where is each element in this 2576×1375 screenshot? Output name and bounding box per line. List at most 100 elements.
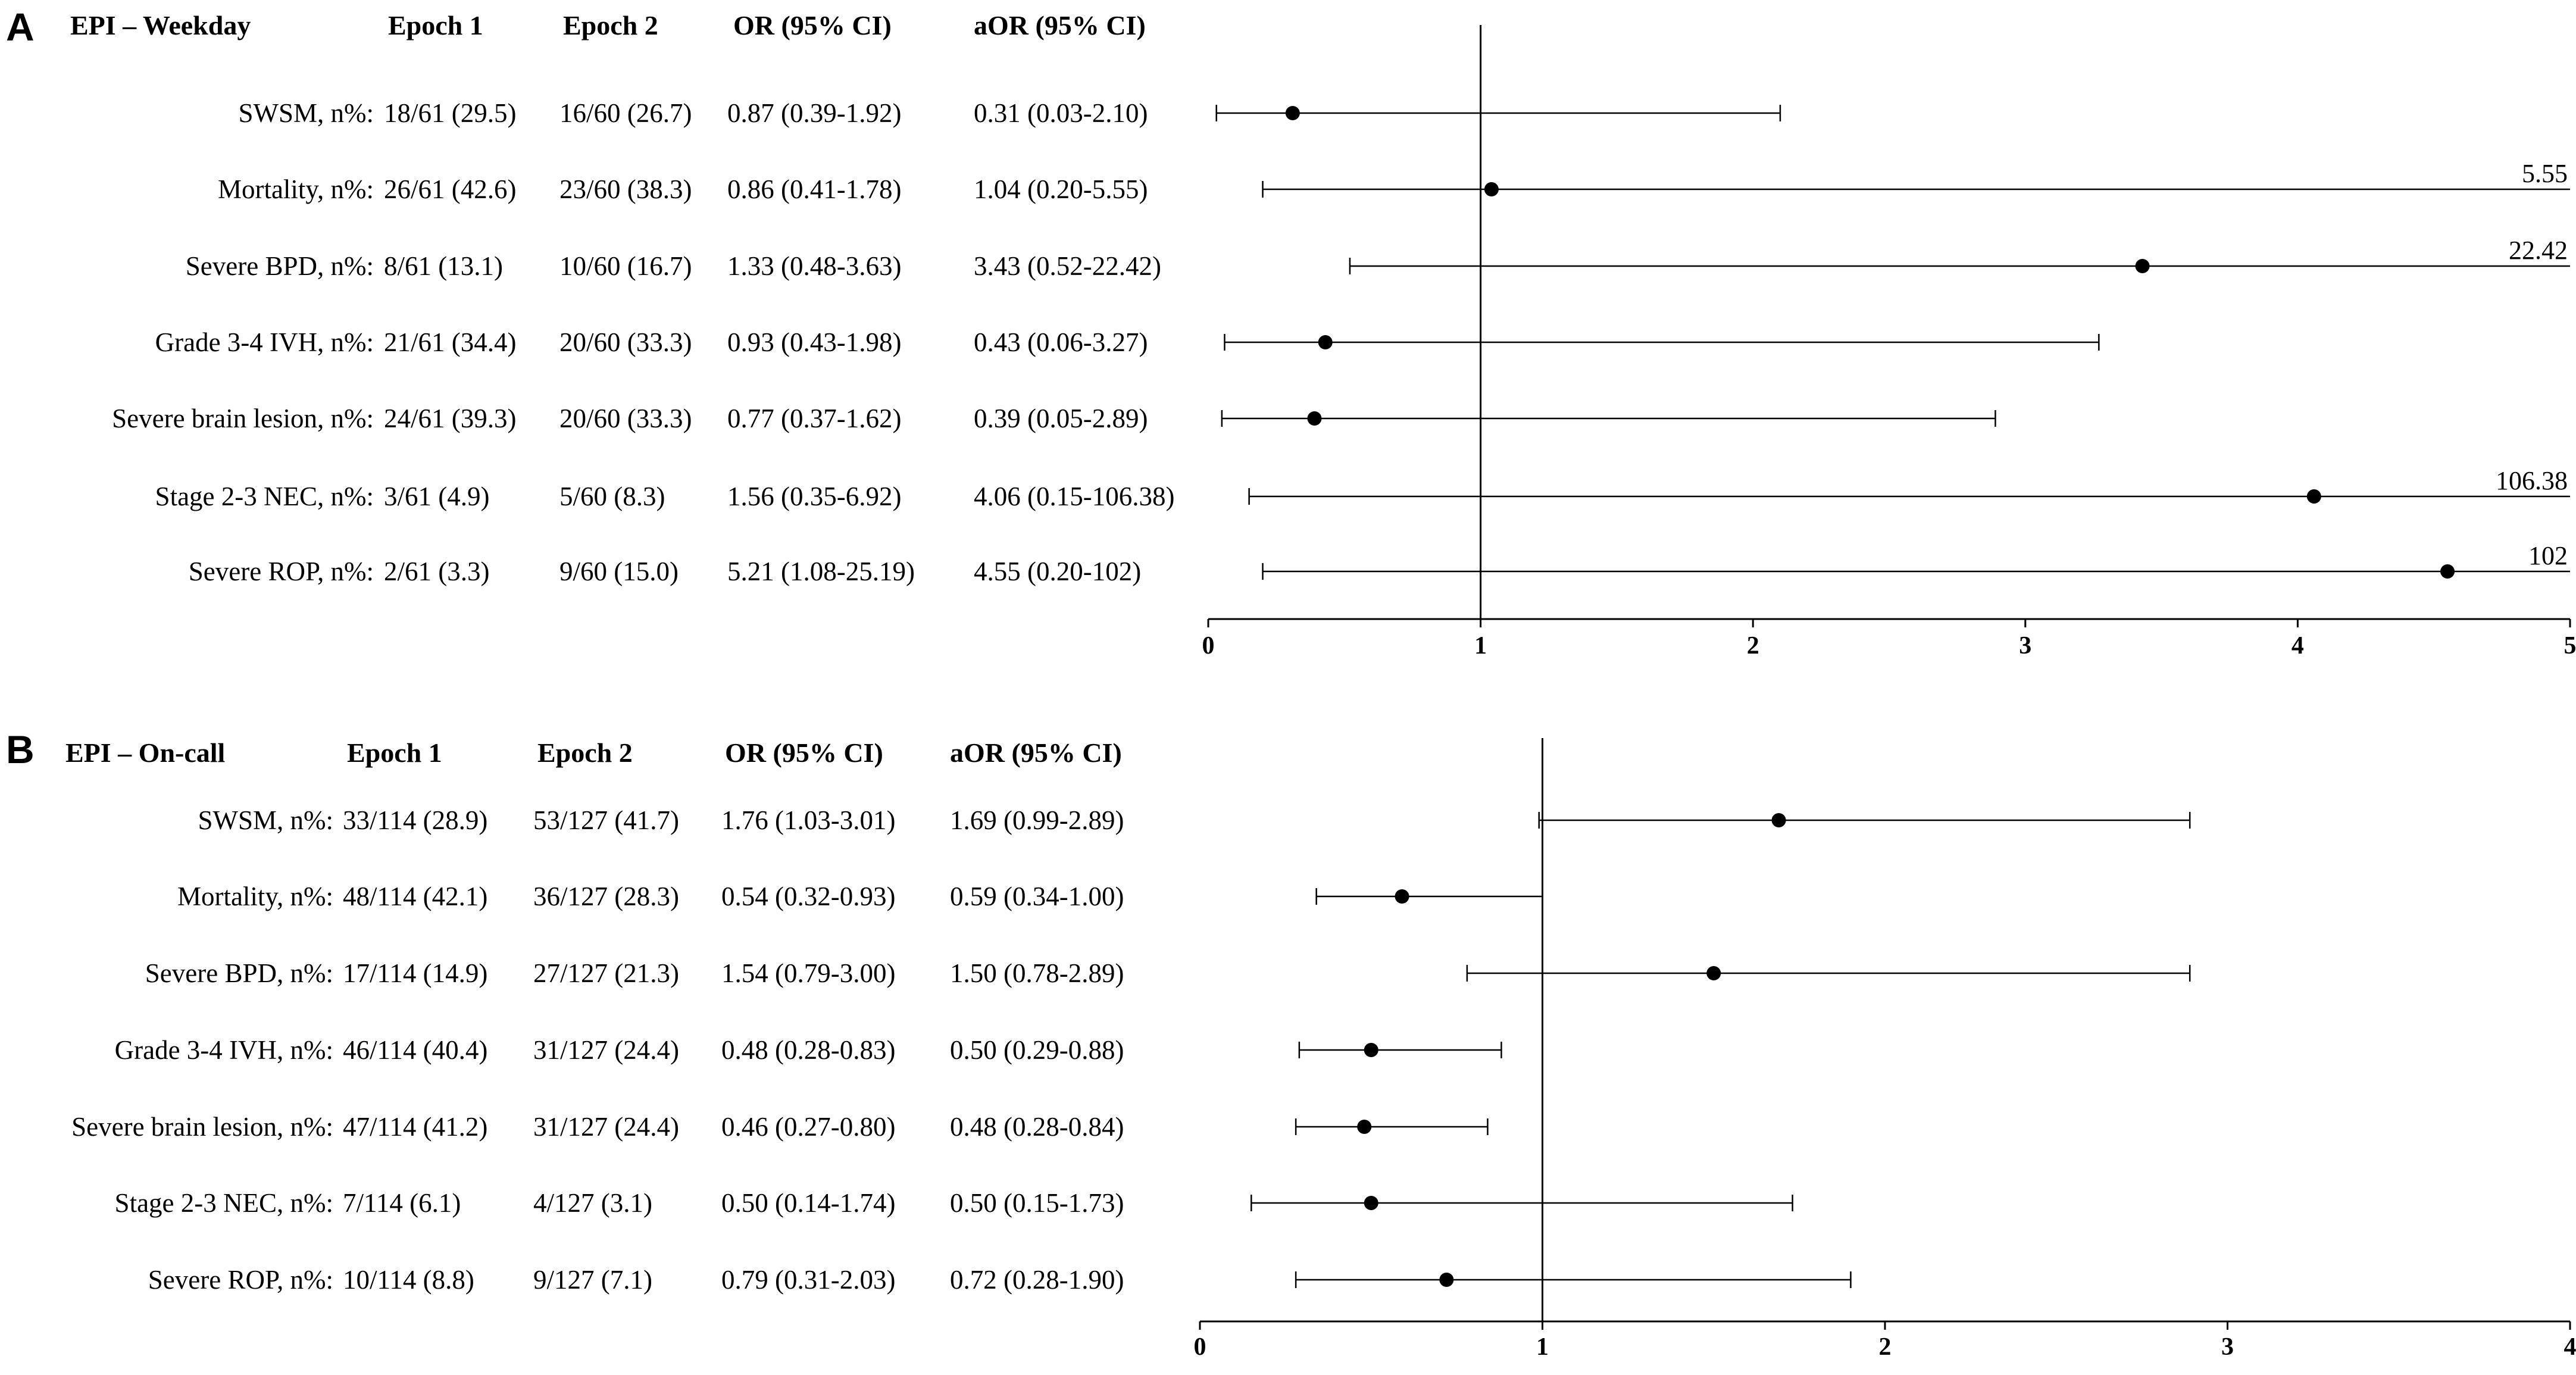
cell-aor: 0.43 (0.06-3.27): [974, 327, 1148, 357]
cell-epoch2: 31/127 (24.4): [533, 1112, 679, 1142]
cell-aor: 4.55 (0.20-102): [974, 557, 1142, 586]
row-label: SWSM, n%:: [238, 98, 374, 128]
cell-or: 1.56 (0.35-6.92): [727, 482, 902, 511]
x-tick-label: 4: [2564, 1333, 2576, 1361]
cell-epoch2: 4/127 (3.1): [533, 1188, 652, 1218]
cell-epoch2: 20/60 (33.3): [559, 404, 692, 433]
point-estimate: [1364, 1196, 1378, 1210]
table-row: Severe brain lesion, n%: 47/114 (41.2) 31/…: [0, 1109, 1202, 1145]
row-label: Stage 2-3 NEC, n%:: [155, 482, 374, 511]
row-label: Severe BPD, n%:: [185, 251, 374, 281]
cell-aor: 1.04 (0.20-5.55): [974, 174, 1148, 204]
x-tick-label: 1: [1536, 1333, 1549, 1361]
point-estimate: [1364, 1043, 1378, 1057]
point-estimate: [1706, 966, 1721, 980]
row-label: Severe brain lesion, n%:: [71, 1112, 333, 1142]
table-row: Severe ROP, n%: 2/61 (3.3) 9/60 (15.0) 5.21…: [0, 554, 1202, 589]
row-label: Severe BPD, n%:: [145, 958, 333, 988]
cell-or: 0.93 (0.43-1.98): [727, 327, 902, 357]
point-estimate: [1771, 813, 1786, 827]
cell-epoch2: 9/127 (7.1): [533, 1265, 652, 1295]
row-label: Severe brain lesion, n%:: [112, 404, 374, 433]
row-label: SWSM, n%:: [198, 805, 333, 835]
cell-epoch2: 9/60 (15.0): [559, 557, 679, 586]
cell-aor: 0.31 (0.03-2.10): [974, 98, 1148, 128]
x-tick-label: 0: [1202, 632, 1215, 660]
cell-epoch2: 53/127 (41.7): [533, 805, 679, 835]
point-estimate: [1318, 335, 1333, 349]
cell-aor: 0.72 (0.28-1.90): [950, 1265, 1124, 1295]
cell-epoch2: 23/60 (38.3): [559, 174, 692, 204]
cell-epoch1: 8/61 (13.1): [384, 251, 503, 281]
cell-aor: 1.69 (0.99-2.89): [950, 805, 1124, 835]
header-epoch1: Epoch 1: [347, 738, 442, 768]
forest-plot-b: 0 1 2 3 4: [1194, 738, 2576, 1361]
truncated-upper-label: 22.42: [2509, 236, 2568, 265]
panel-a: A EPI – Weekday Epoch 1 Epoch 2 OR (95% …: [0, 0, 2576, 673]
cell-epoch1: 2/61 (3.3): [384, 557, 490, 586]
table-row: Grade 3-4 IVH, n%: 21/61 (34.4) 20/60 (33.…: [0, 324, 1202, 360]
header-or: OR (95% CI): [725, 738, 883, 768]
cell-or: 1.76 (1.03-3.01): [721, 805, 896, 835]
cell-or: 0.54 (0.32-0.93): [721, 882, 896, 911]
cell-or: 0.46 (0.27-0.80): [721, 1112, 896, 1142]
truncated-upper-label: 106.38: [2496, 466, 2568, 495]
table-row: Mortality, n%: 48/114 (42.1) 36/127 (28.3)…: [0, 879, 1202, 914]
point-estimate: [1307, 411, 1322, 426]
cell-epoch2: 31/127 (24.4): [533, 1035, 679, 1065]
point-estimate: [1285, 106, 1300, 120]
panel-b: B EPI – On-call Epoch 1 Epoch 2 OR (95% …: [0, 673, 2576, 1375]
header-or: OR (95% CI): [733, 10, 892, 40]
cell-aor: 0.50 (0.15-1.73): [950, 1188, 1124, 1218]
x-tick-label: 2: [1747, 632, 1759, 660]
cell-epoch1: 46/114 (40.4): [343, 1035, 488, 1065]
cell-or: 0.86 (0.41-1.78): [727, 174, 902, 204]
panel-letter: A: [6, 5, 35, 49]
cell-epoch2: 20/60 (33.3): [559, 327, 692, 357]
truncated-upper-label: 5.55: [2522, 159, 2568, 188]
header-epoch2: Epoch 2: [563, 10, 658, 40]
cell-epoch1: 10/114 (8.8): [343, 1265, 474, 1295]
panel-title: EPI – On-call: [65, 738, 226, 768]
header-epoch2: Epoch 2: [537, 738, 633, 768]
header-aor: aOR (95% CI): [974, 10, 1146, 40]
x-tick-label: 0: [1194, 1333, 1206, 1361]
row-label: Mortality, n%:: [177, 882, 333, 911]
x-tick-label: 2: [1879, 1333, 1892, 1361]
cell-or: 5.21 (1.08-25.19): [727, 557, 915, 586]
table-row: Stage 2-3 NEC, n%: 7/114 (6.1) 4/127 (3.1)…: [0, 1185, 1202, 1221]
cell-or: 1.54 (0.79-3.00): [721, 958, 896, 988]
cell-aor: 0.48 (0.28-0.84): [950, 1112, 1124, 1142]
x-tick-label: 3: [2019, 632, 2031, 660]
cell-aor: 0.59 (0.34-1.00): [950, 882, 1124, 911]
cell-aor: 0.50 (0.29-0.88): [950, 1035, 1124, 1065]
cell-aor: 0.39 (0.05-2.89): [974, 404, 1148, 433]
header-aor: aOR (95% CI): [950, 738, 1122, 768]
row-label: Grade 3-4 IVH, n%:: [114, 1035, 333, 1065]
table-row: Severe ROP, n%: 10/114 (8.8) 9/127 (7.1) 0.…: [0, 1262, 1202, 1298]
cell-aor: 1.50 (0.78-2.89): [950, 958, 1124, 988]
cell-epoch1: 18/61 (29.5): [384, 98, 517, 128]
row-label: Severe ROP, n%:: [188, 557, 374, 586]
cell-epoch2: 10/60 (16.7): [559, 251, 692, 281]
cell-epoch2: 16/60 (26.7): [559, 98, 692, 128]
point-estimate: [1439, 1273, 1454, 1287]
x-tick-label: 1: [1474, 632, 1487, 660]
cell-epoch1: 21/61 (34.4): [384, 327, 517, 357]
panel-letter: B: [6, 727, 35, 771]
cell-epoch1: 47/114 (41.2): [343, 1112, 488, 1142]
point-estimate: [1395, 889, 1409, 904]
cell-epoch1: 26/61 (42.6): [384, 174, 517, 204]
row-label: Mortality, n%:: [217, 174, 374, 204]
cell-epoch1: 7/114 (6.1): [343, 1188, 461, 1218]
cell-epoch2: 27/127 (21.3): [533, 958, 679, 988]
cell-or: 0.87 (0.39-1.92): [727, 98, 902, 128]
cell-epoch1: 48/114 (42.1): [343, 882, 488, 911]
point-estimate: [1484, 182, 1499, 196]
cell-or: 0.50 (0.14-1.74): [721, 1188, 896, 1218]
table-row: Mortality, n%: 26/61 (42.6) 23/60 (38.3) 0.…: [0, 171, 1202, 207]
cell-or: 0.79 (0.31-2.03): [721, 1265, 896, 1295]
point-estimate: [2135, 259, 2150, 273]
forest-plot-a: 0 1 2 3 4 5 5.55 22.42 106.38 102: [1202, 25, 2576, 660]
table-row: Grade 3-4 IVH, n%: 46/114 (40.4) 31/127 (2…: [0, 1032, 1202, 1068]
